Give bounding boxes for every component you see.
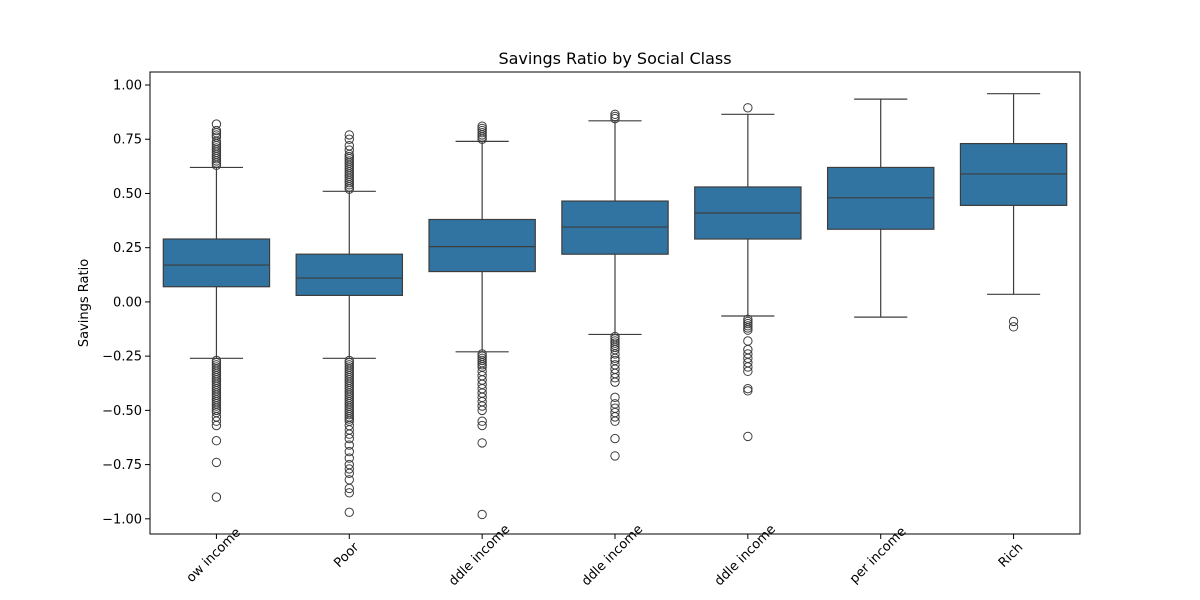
outlier-point [211, 405, 222, 416]
outlier-point [344, 410, 354, 420]
outlier-point [344, 464, 354, 474]
y-tick-label: −0.50 [102, 404, 142, 419]
outlier-point [344, 483, 354, 494]
x-tick-label: Rich [996, 540, 1026, 570]
outlier-point [610, 451, 620, 461]
box-group [826, 98, 935, 318]
y-tick-label: −0.25 [102, 350, 142, 365]
outlier-point [477, 125, 487, 136]
y-tick-label: 0.00 [113, 295, 142, 310]
y-tick-label: −1.00 [102, 512, 142, 527]
outlier-point [610, 109, 620, 119]
outlier-point [211, 416, 222, 426]
outlier-point [344, 433, 354, 444]
outlier-point [211, 132, 222, 142]
outlier-point [344, 130, 354, 140]
outlier-point [344, 453, 354, 463]
outlier-point [477, 416, 487, 426]
outlier-point [743, 318, 753, 329]
outlier-point [477, 360, 487, 370]
outlier-point [610, 342, 620, 353]
outlier-point [344, 446, 354, 457]
box-group [428, 121, 536, 520]
outlier-point [211, 143, 222, 153]
outlier-point [610, 349, 620, 359]
outlier-point [1008, 322, 1019, 332]
outlier-point [477, 405, 487, 416]
outlier-point [610, 353, 620, 364]
outlier-point [610, 338, 620, 348]
outlier-point [477, 438, 487, 448]
x-tick-label: ddle income [712, 522, 779, 589]
outlier-point [477, 121, 487, 131]
outlier-point [344, 414, 354, 424]
y-axis-label: Savings Ratio [77, 259, 92, 347]
outlier-point [477, 355, 487, 366]
outlier-point [211, 119, 222, 129]
outlier-point [610, 377, 620, 387]
outlier-point [477, 123, 487, 134]
outlier-point [743, 362, 753, 372]
outlier-point [743, 431, 753, 442]
outlier-point [344, 468, 354, 478]
box-group [561, 109, 669, 461]
outlier-point [344, 429, 354, 439]
x-tick-label: ddle income [579, 522, 646, 589]
outlier-point [610, 113, 620, 124]
outlier-point [743, 321, 753, 331]
box-group [295, 130, 404, 518]
outlier-point [211, 436, 222, 446]
y-tick-label: 0.25 [113, 241, 142, 256]
outlier-point [610, 412, 620, 422]
y-tick-label: −0.75 [102, 458, 142, 473]
outlier-point [477, 509, 487, 520]
y-tick-label: 0.50 [113, 187, 142, 202]
plot-frame [149, 71, 1081, 535]
iqr-box [162, 238, 271, 288]
outlier-point [743, 336, 753, 346]
outlier-point [211, 125, 222, 136]
outlier-point [344, 440, 354, 450]
x-tick-label: ddle income [446, 522, 513, 589]
x-tick-label: Poor [331, 540, 362, 571]
outlier-point [1008, 316, 1019, 327]
chart-title: Savings Ratio by Social Class [498, 49, 731, 68]
box-group [959, 93, 1068, 332]
outlier-point [743, 383, 753, 394]
outlier-point [610, 111, 620, 122]
outlier-point [477, 420, 487, 431]
iqr-box [295, 253, 404, 297]
outlier-point [477, 401, 487, 411]
outlier-point [211, 492, 222, 502]
outlier-point [344, 151, 354, 162]
box-group [694, 103, 802, 442]
outlier-point [211, 457, 222, 468]
y-tick-label: 1.00 [113, 79, 142, 94]
outlier-point [743, 386, 753, 396]
outlier-point [211, 420, 222, 431]
outlier-point [211, 401, 222, 411]
outlier-point [344, 134, 354, 144]
outlier-point [477, 128, 487, 138]
outlier-point [743, 103, 753, 113]
y-tick-label: 0.75 [113, 133, 142, 148]
outlier-point [743, 366, 753, 377]
iqr-box [428, 218, 536, 273]
box-group [162, 119, 271, 502]
outlier-point [344, 156, 354, 166]
outlier-point [211, 130, 222, 140]
outlier-point [344, 475, 354, 485]
outlier-point [344, 507, 354, 518]
outlier-point [610, 392, 620, 403]
outlier-point [344, 145, 354, 155]
outlier-point [743, 323, 753, 333]
outlier-point [743, 325, 753, 335]
outlier-point [610, 373, 620, 383]
outlier-point [610, 416, 620, 426]
outlier-point [344, 488, 354, 498]
outlier-point [610, 433, 620, 444]
outlier-point [344, 141, 354, 151]
